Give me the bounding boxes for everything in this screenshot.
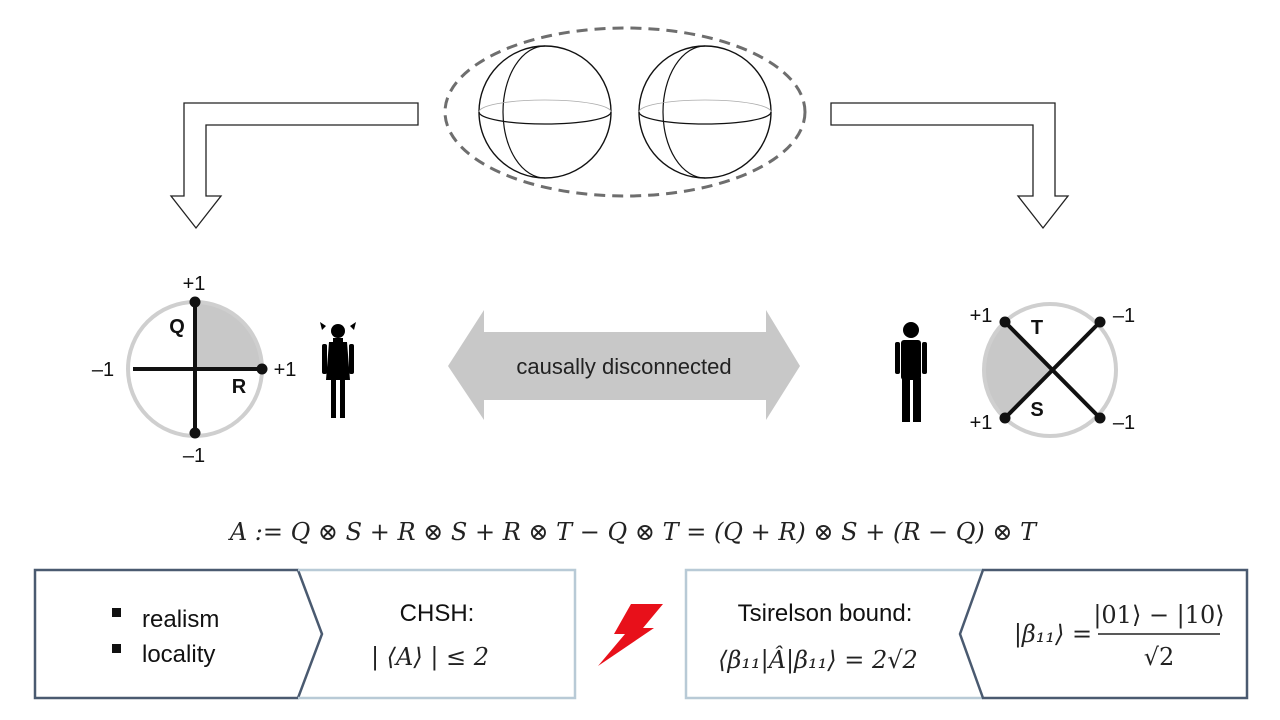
causally-disconnected-label: causally disconnected xyxy=(516,354,731,379)
tsirelson-title: Tsirelson bound: xyxy=(738,600,913,627)
left-dial: +1 –1 –1 +1 Q R xyxy=(92,273,297,467)
right-dial-shaded-sector xyxy=(984,322,1050,418)
left-dial-left-label: –1 xyxy=(92,359,114,381)
male-figure-icon xyxy=(895,322,927,422)
right-box: Tsirelson bound: ⟨β₁₁|Â|β₁₁⟩ = 2√2 |β₁₁⟩… xyxy=(684,568,1249,700)
left-dial-right-label: +1 xyxy=(274,359,297,381)
chsh-operator-equation: A := Q ⊗ S + R ⊗ S + R ⊗ T − Q ⊗ T = (Q … xyxy=(228,518,1038,546)
right-bent-arrow xyxy=(830,102,1070,230)
chsh-title: CHSH: xyxy=(400,600,475,627)
bell-state-numerator: |01⟩ − |10⟩ xyxy=(1093,601,1224,630)
tsirelson-bound-formula: ⟨β₁₁|Â|β₁₁⟩ = 2√2 xyxy=(718,645,918,675)
chsh-inequality: | ⟨A⟩ | ≤ 2 xyxy=(371,643,489,672)
left-dial-top-label: +1 xyxy=(183,273,206,295)
left-bent-arrow xyxy=(169,102,419,230)
left-dial-shaded-quadrant xyxy=(195,302,262,369)
axis-q-label: Q xyxy=(169,316,185,338)
bell-state-denominator: √2 xyxy=(1144,643,1175,671)
right-dial-bottom-left-label: +1 xyxy=(970,412,993,434)
entangled-pair xyxy=(443,26,807,198)
contradiction-lightning-icon xyxy=(598,604,663,666)
bullet-realism: realism xyxy=(142,606,219,633)
female-figure-icon xyxy=(320,322,356,418)
causal-disconnection-arrow: causally disconnected xyxy=(448,310,800,420)
right-dial-top-left-label: +1 xyxy=(970,305,993,327)
right-sphere xyxy=(638,45,772,179)
left-dial-bottom-label: –1 xyxy=(183,445,205,467)
right-dial: +1 +1 –1 –1 T S xyxy=(970,302,1135,438)
left-box: realism locality CHSH: | ⟨A⟩ | ≤ 2 xyxy=(33,568,577,700)
bullet-locality: locality xyxy=(142,641,215,668)
bullet-marker-2 xyxy=(112,644,121,653)
axis-t-label: T xyxy=(1031,317,1043,339)
bullet-marker-1 xyxy=(112,608,121,617)
left-sphere xyxy=(478,45,612,179)
right-dial-bottom-right-label: –1 xyxy=(1113,412,1135,434)
entanglement-dashed-ellipse xyxy=(443,26,807,198)
bell-state-lhs: |β₁₁⟩ = xyxy=(1014,620,1092,649)
axis-s-label: S xyxy=(1030,399,1043,421)
right-dial-top-right-label: –1 xyxy=(1113,305,1135,327)
axis-r-label: R xyxy=(232,376,247,398)
